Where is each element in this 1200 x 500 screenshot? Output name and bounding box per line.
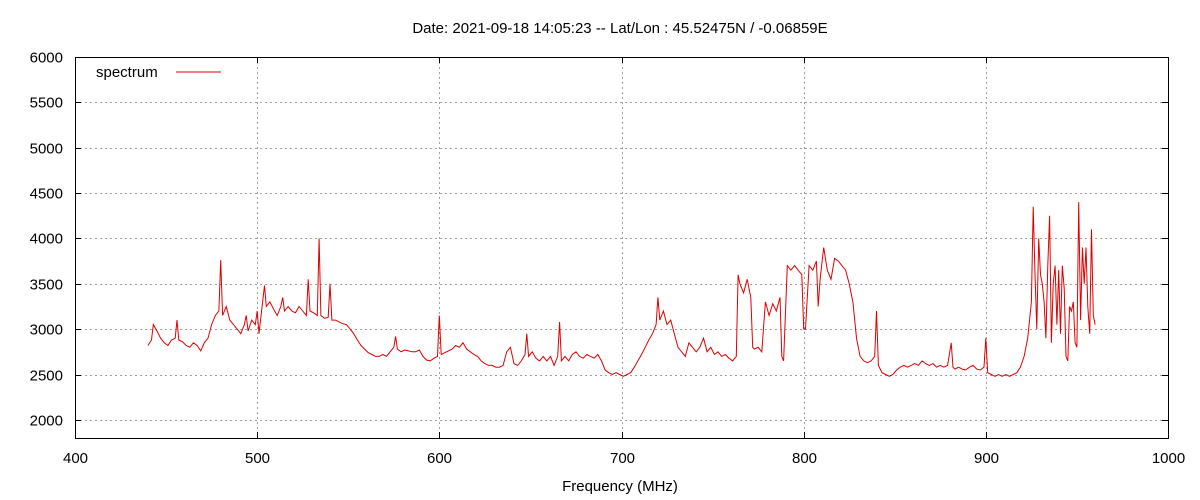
grid-layer: [75, 57, 1168, 438]
x-tick-label: 500: [245, 450, 270, 467]
y-tick-label: 3500: [30, 277, 63, 294]
x-tick-label: 600: [427, 450, 452, 467]
legend: spectrum: [96, 64, 221, 81]
legend-label-spectrum: spectrum: [96, 64, 158, 81]
chart-title: Date: 2021-09-18 14:05:23 -- Lat/Lon : 4…: [412, 20, 827, 37]
x-tick-label: 1000: [1152, 450, 1185, 467]
series-line-spectrum: [147, 202, 1096, 377]
plot-frame: [75, 57, 1169, 439]
x-tick-label: 800: [792, 450, 817, 467]
series-layer: [147, 202, 1096, 377]
y-tick-label: 4000: [30, 231, 63, 248]
x-axis-label: Frequency (MHz): [562, 478, 678, 495]
y-tick-label: 4500: [30, 186, 63, 203]
x-tick-label: 400: [63, 450, 88, 467]
x-tick-label: 900: [974, 450, 999, 467]
y-tick-label: 3000: [30, 322, 63, 339]
tick-layer: 400 500 600 700 800 900 1000 2000 2500 3000 3500 40…: [30, 50, 1186, 468]
y-tick-label: 2500: [30, 368, 63, 385]
y-tick-label: 5500: [30, 95, 63, 112]
y-tick-label: 6000: [30, 50, 63, 67]
y-tick-label: 5000: [30, 141, 63, 158]
x-tick-label: 700: [610, 450, 635, 467]
y-tick-label: 2000: [30, 413, 63, 430]
